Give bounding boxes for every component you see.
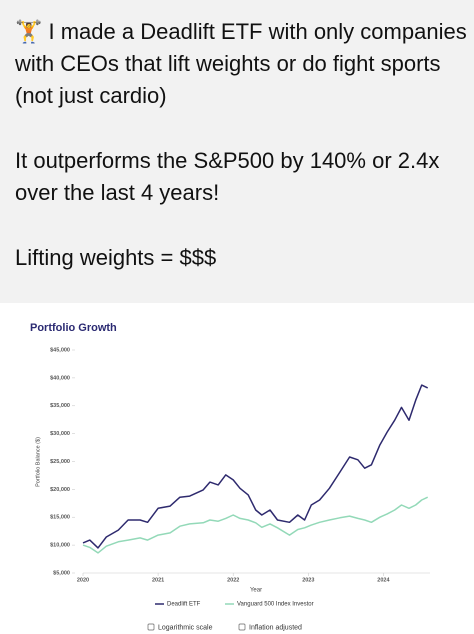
legend-label: Deadlift ETF <box>167 602 201 608</box>
y-tick-label: $30,000 <box>50 431 70 437</box>
chart-title: Portfolio Growth <box>30 322 117 334</box>
post-paragraph: It outperforms the S&P500 by 140% or 2.4… <box>15 148 440 205</box>
x-tick-label: 2020 <box>77 577 89 583</box>
y-tick-label: $20,000 <box>50 487 70 493</box>
x-tick-label: 2024 <box>377 577 390 583</box>
checkbox-label: Inflation adjusted <box>249 624 302 631</box>
checkbox[interactable] <box>147 623 155 631</box>
x-tick-label: 2022 <box>227 577 239 583</box>
y-tick-label: $40,000 <box>50 375 70 381</box>
legend-label: Vanguard 500 Index Investor <box>237 602 314 608</box>
post-paragraph: 🏋️ I made a Deadlift ETF with only compa… <box>15 19 467 108</box>
x-tick-label: 2021 <box>152 577 164 583</box>
y-tick-label: $15,000 <box>50 515 70 521</box>
checkbox[interactable] <box>238 623 246 631</box>
checkbox-label: Logarithmic scale <box>158 624 213 631</box>
y-tick-label: $10,000 <box>50 543 70 549</box>
y-tick-label: $45,000 <box>50 347 70 353</box>
chart-background <box>0 303 474 634</box>
y-tick-label: $5,000 <box>53 570 70 576</box>
x-tick-label: 2023 <box>302 577 314 583</box>
post-paragraph: Lifting weights = $$$ <box>15 245 217 270</box>
y-axis-label: Portfolio Balance ($) <box>35 437 41 487</box>
series-line <box>82 384 429 549</box>
x-axis-label: Year <box>250 588 262 594</box>
y-tick-label: $25,000 <box>50 459 70 465</box>
series-line <box>82 496 429 554</box>
post-text: 🏋️ I made a Deadlift ETF with only compa… <box>15 16 467 307</box>
y-tick-label: $35,000 <box>50 403 70 409</box>
